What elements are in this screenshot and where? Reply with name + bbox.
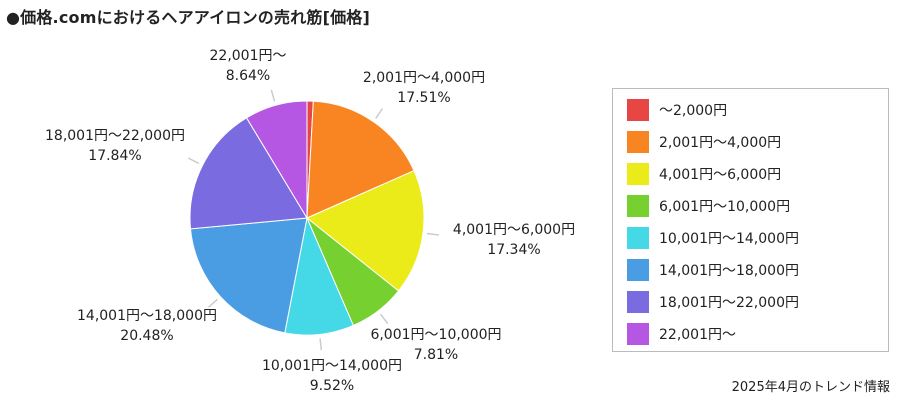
legend-label: 2,001円～4,000円 — [659, 135, 782, 151]
legend-label: 4,001円～6,000円 — [659, 167, 782, 183]
legend-label: 18,001円～22,000円 — [659, 295, 799, 311]
pie-slice — [306, 170, 425, 292]
leader-line — [319, 338, 323, 351]
legend-label: 6,001円～10,000円 — [659, 199, 791, 215]
legend-item: 18,001円～22,000円 — [627, 291, 799, 313]
pie-slice — [189, 217, 308, 334]
slice-percent-label: 20.48% — [120, 328, 173, 344]
legend-item: ～2,000円 — [627, 99, 727, 121]
slice-percent-label: 17.34% — [487, 242, 540, 258]
slice-percent-label: 8.64% — [226, 68, 270, 84]
pie-slice — [189, 117, 308, 230]
leader-line — [187, 157, 200, 165]
legend-label: 14,001円～18,000円 — [659, 263, 799, 279]
leader-line — [270, 89, 276, 102]
slice-category-label: 4,001円～6,000円 — [453, 222, 575, 238]
legend-swatch — [627, 259, 649, 281]
leader-line — [426, 232, 439, 236]
footnote: 2025年4月のトレンド情報 — [731, 380, 890, 395]
legend-item: 2,001円～4,000円 — [627, 131, 781, 153]
legend-swatch — [627, 131, 649, 153]
legend-swatch — [627, 227, 649, 249]
legend-label: 22,001円～ — [659, 327, 736, 343]
slice-percent-label: 17.51% — [397, 90, 450, 106]
legend-swatch — [627, 195, 649, 217]
slice-percent-label: 17.84% — [88, 148, 141, 164]
slice-category-label: 6,001円～10,000円 — [370, 327, 501, 343]
slice-category-label: 10,001円～14,000円 — [262, 358, 402, 374]
legend: ～2,000円 2,001円～4,000円 4,001円～6,000円 6,00… — [612, 88, 889, 352]
pie-slice — [306, 100, 415, 219]
legend-label: ～2,000円 — [659, 103, 728, 119]
slice-category-label: 2,001円～4,000円 — [363, 70, 485, 86]
leader-line — [379, 313, 389, 325]
legend-item: 6,001円～10,000円 — [627, 195, 790, 217]
legend-label: 10,001円～14,000円 — [659, 231, 799, 247]
leader-line — [207, 298, 218, 308]
legend-swatch — [627, 291, 649, 313]
slice-percent-label: 7.81% — [414, 347, 458, 363]
legend-item: 14,001円～18,000円 — [627, 259, 799, 281]
page-title: ●価格.comにおけるヘアアイロンの売れ筋[価格] — [6, 8, 371, 27]
leader-line — [375, 108, 384, 119]
slice-percent-label: 9.52% — [310, 378, 354, 394]
legend-swatch — [627, 163, 649, 185]
slice-category-label: 22,001円～ — [210, 48, 287, 64]
slice-category-label: 18,001円～22,000円 — [45, 128, 185, 144]
legend-swatch — [627, 323, 649, 345]
legend-item: 4,001円～6,000円 — [627, 163, 781, 185]
legend-item: 10,001円～14,000円 — [627, 227, 799, 249]
legend-swatch — [627, 99, 649, 121]
legend-item: 22,001円～ — [627, 323, 736, 345]
slice-category-label: 14,001円～18,000円 — [77, 308, 217, 324]
pie-slice — [245, 100, 308, 220]
